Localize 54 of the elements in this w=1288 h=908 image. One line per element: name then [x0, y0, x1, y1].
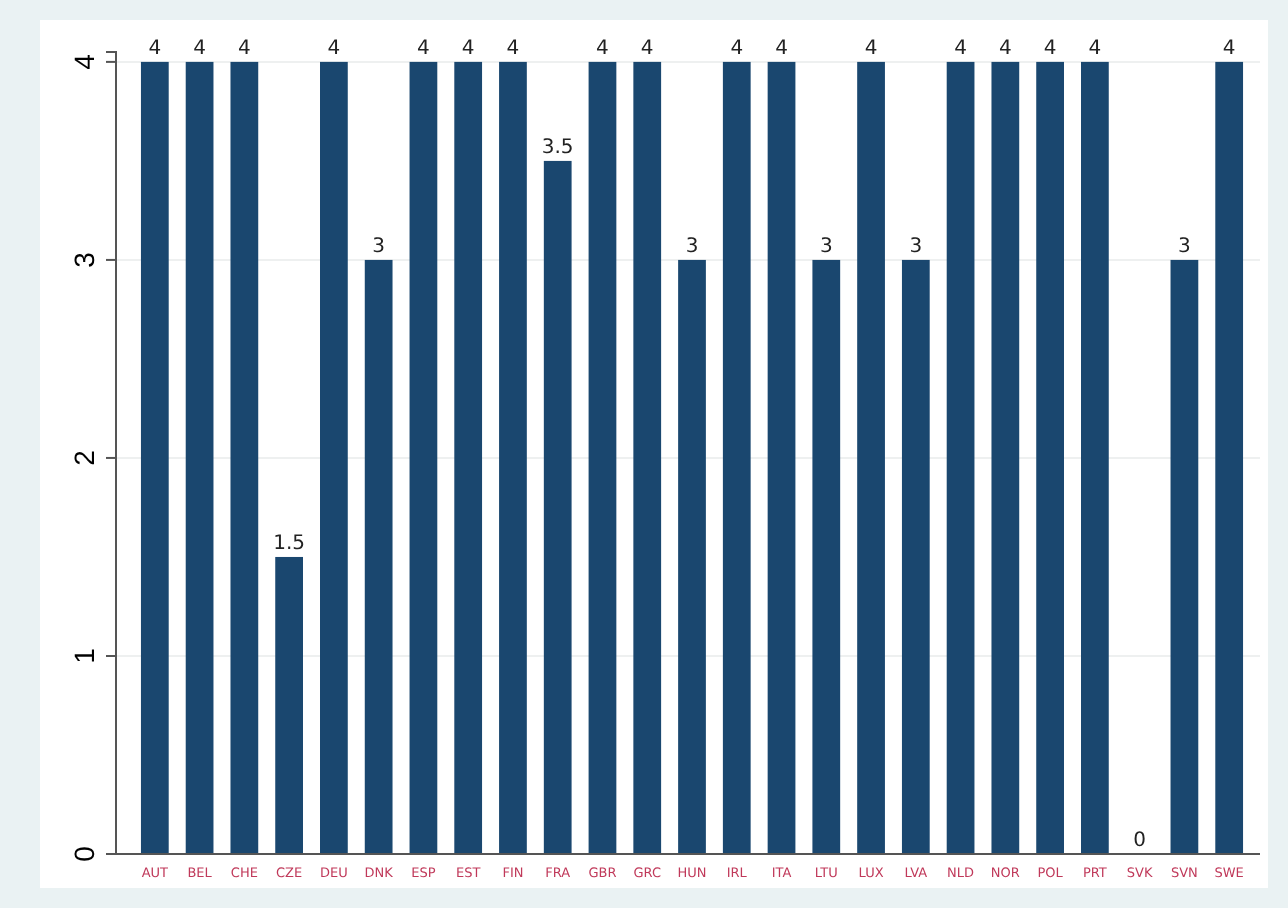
data-label: 4: [596, 37, 609, 60]
data-label: 4: [864, 37, 878, 60]
data-label: 3: [685, 235, 699, 258]
y-tick-label: 0: [67, 845, 100, 862]
bar: [678, 259, 706, 854]
bar: [812, 259, 841, 854]
data-label: 4: [417, 37, 430, 60]
data-label: 4: [1088, 37, 1102, 60]
y-tick-label: 1: [67, 647, 100, 664]
bar: [991, 61, 1020, 854]
bar: [320, 61, 348, 854]
data-label: 3: [819, 235, 833, 258]
data-label: 4: [775, 37, 788, 60]
data-label: 0: [1133, 830, 1147, 852]
bar: [499, 61, 527, 854]
data-label: 4: [954, 37, 967, 60]
data-label: 3.5: [541, 136, 574, 159]
data-label: 3: [1178, 235, 1191, 258]
bar: [140, 61, 169, 854]
bar: [857, 61, 885, 854]
y-tick-label: 3: [67, 251, 100, 268]
bar: [230, 61, 259, 854]
data-label: 4: [327, 37, 341, 60]
bar: [1215, 61, 1244, 854]
data-label: 4: [998, 37, 1012, 60]
y-tick-label: 2: [67, 449, 100, 466]
bar: [454, 61, 483, 854]
data-label: 4: [730, 37, 744, 60]
bar: [901, 259, 930, 854]
bar: [185, 61, 214, 854]
bar: [1036, 61, 1064, 854]
data-label: 4: [237, 37, 251, 60]
bar: [633, 61, 662, 854]
data-label: 3: [372, 235, 386, 258]
bar: [364, 259, 393, 854]
data-label: 1.5: [273, 532, 306, 555]
bar: [588, 61, 617, 854]
bar: [767, 61, 796, 854]
bar: [275, 556, 303, 854]
bar: [543, 160, 572, 854]
bar: [409, 61, 438, 854]
bar: [1081, 61, 1109, 854]
data-label: 3: [909, 235, 923, 258]
data-label: 4: [1222, 37, 1236, 60]
bar: [722, 61, 751, 854]
data-label: 4: [1043, 37, 1057, 60]
data-label: 4: [640, 37, 654, 60]
bar: [946, 61, 975, 854]
data-label: 4: [148, 37, 162, 60]
data-label: 4: [461, 37, 475, 60]
data-label: 4: [506, 37, 520, 60]
y-tick-label: 4: [67, 53, 100, 70]
data-label: 4: [193, 37, 206, 60]
bar: [1170, 259, 1199, 854]
